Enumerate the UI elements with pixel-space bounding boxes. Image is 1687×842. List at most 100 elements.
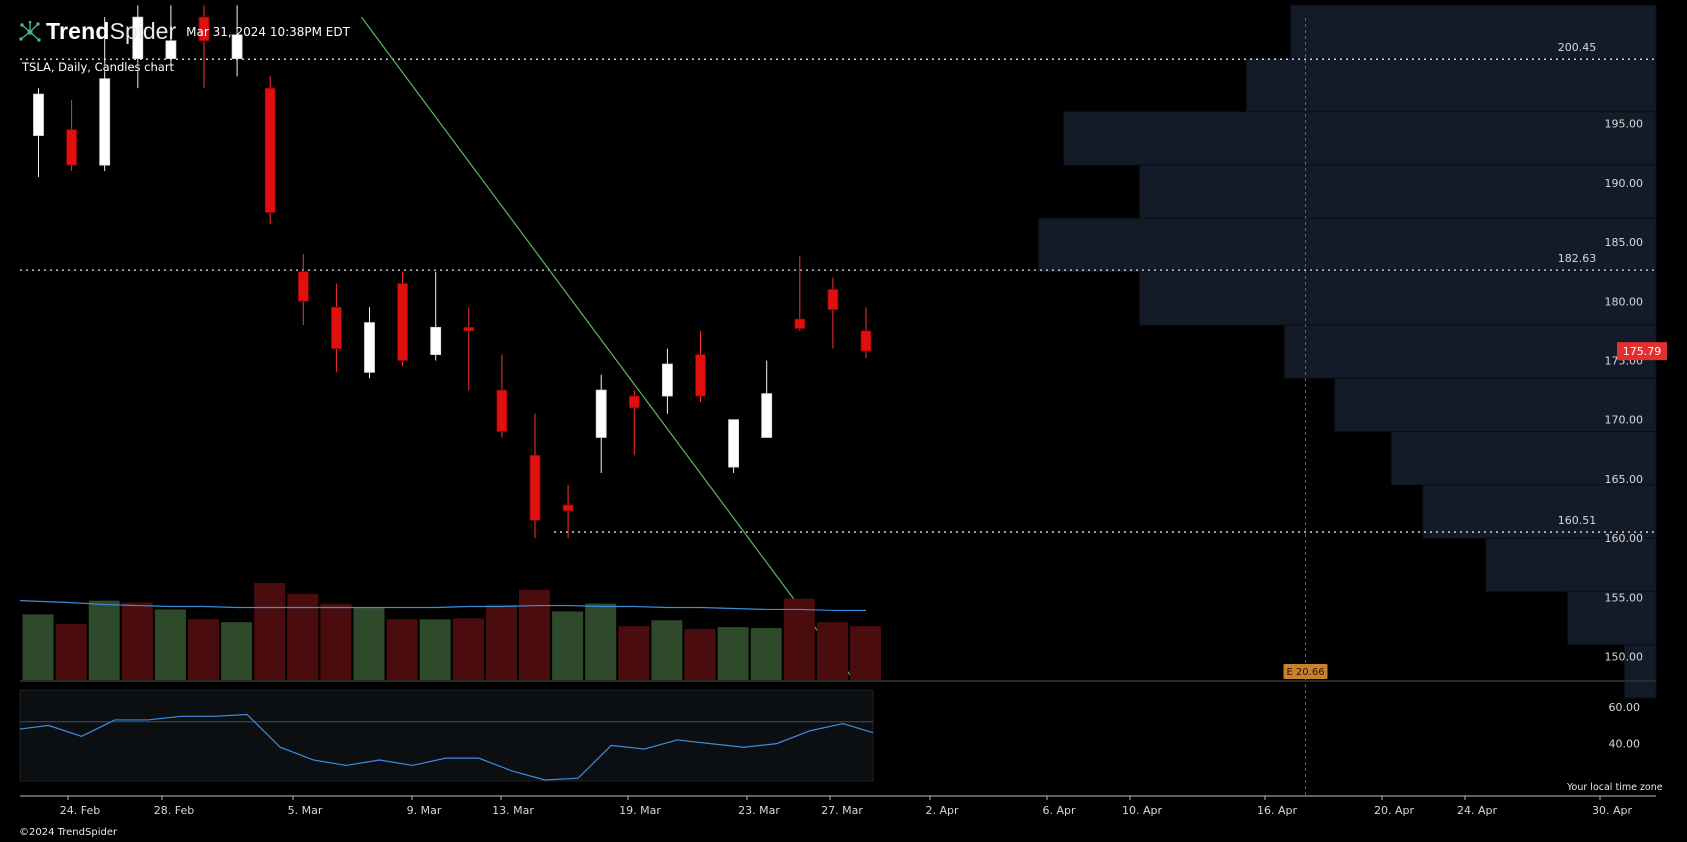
x-tick-label: 10. Apr xyxy=(1122,804,1162,817)
candle-body xyxy=(330,306,342,350)
volume-profile-bar xyxy=(1063,111,1657,166)
y-tick-label: 185.00 xyxy=(1605,236,1644,249)
y-tick-label: 165.00 xyxy=(1605,473,1644,486)
volume-profile-bar xyxy=(1390,431,1657,486)
x-tick-label: 6. Apr xyxy=(1042,804,1075,817)
horizontal-levels: 200.45 182.63 160.51 xyxy=(20,41,1656,533)
volume-bar xyxy=(816,622,848,681)
y-tick-label: 180.00 xyxy=(1605,295,1644,308)
candle-body xyxy=(198,16,210,42)
candle-body xyxy=(860,330,872,352)
candle-body xyxy=(496,389,508,432)
y-tick-label: 170.00 xyxy=(1605,414,1644,427)
volume-bar xyxy=(717,627,749,681)
volume-bar xyxy=(353,607,385,681)
y-tick-label: 190.00 xyxy=(1605,177,1644,190)
candle-body xyxy=(66,129,77,166)
spider-network-icon xyxy=(19,20,41,42)
x-tick-label: 30. Apr xyxy=(1592,804,1632,817)
y-tick-label: 160.00 xyxy=(1605,532,1644,545)
volume-bar xyxy=(485,604,517,681)
axes: 195.00190.00185.00180.00175.00170.00165.… xyxy=(20,118,1656,817)
x-tick-label: 2. Apr xyxy=(925,804,958,817)
current-price-tag xyxy=(1617,342,1667,361)
candle-body xyxy=(794,318,806,329)
candle-body xyxy=(628,395,640,409)
volume-bar xyxy=(651,620,683,681)
volume-profile-bar xyxy=(1138,164,1657,219)
x-tick-label: 5. Mar xyxy=(288,804,323,817)
price-tags: 175.79 E 20.66 xyxy=(1283,342,1667,679)
candle-body xyxy=(397,283,409,361)
x-tick-label: 27. Mar xyxy=(821,804,863,817)
candle-body xyxy=(529,454,541,521)
level-label: 182.63 xyxy=(1558,252,1597,265)
candle-body xyxy=(430,326,442,355)
volume-bar xyxy=(154,609,186,681)
volume-bar xyxy=(221,622,253,681)
candle-body xyxy=(463,326,475,332)
brand-name-strong: Trend xyxy=(46,18,110,44)
volume-profile-bar xyxy=(1567,590,1657,646)
oscillator-tick-label: 60.00 xyxy=(1609,701,1641,714)
volume-profile xyxy=(1038,4,1657,699)
volume-bar xyxy=(22,614,54,681)
candle-body xyxy=(662,363,673,397)
x-tick-label: 19. Mar xyxy=(619,804,661,817)
volume-bar xyxy=(850,626,881,681)
x-tick-label: 13. Mar xyxy=(492,804,534,817)
volume-bar xyxy=(684,629,716,681)
volume-bars xyxy=(19,583,1656,682)
candle-body xyxy=(33,93,44,136)
current-price-label: 175.79 xyxy=(1623,345,1662,358)
x-tick-label: 9. Mar xyxy=(407,804,442,817)
x-tick-label: 24. Feb xyxy=(60,804,100,817)
volume-profile-bar xyxy=(1485,537,1657,592)
candle-body xyxy=(99,78,111,166)
volume-bar xyxy=(419,619,451,681)
timezone-label[interactable]: Your local time zone xyxy=(1567,782,1663,793)
volume-bar xyxy=(585,603,617,681)
copyright: ©2024 TrendSpider xyxy=(19,827,118,838)
earnings-tag xyxy=(1283,664,1328,679)
volume-bar xyxy=(188,619,219,681)
x-tick-label: 23. Mar xyxy=(738,804,780,817)
candle-body xyxy=(827,289,839,310)
candle-body xyxy=(297,271,309,302)
brand-name-light: Spider xyxy=(109,18,177,44)
volume-bar xyxy=(452,618,484,681)
volume-bar xyxy=(254,583,286,681)
x-tick-label: 24. Apr xyxy=(1457,804,1497,817)
candle-body xyxy=(728,419,739,468)
volume-profile-bar xyxy=(1290,4,1657,60)
oscillator-tick-label: 40.00 xyxy=(1609,738,1641,751)
candle-body xyxy=(231,34,243,59)
candle-body xyxy=(761,393,773,438)
volume-bar xyxy=(783,598,815,681)
volume-bar xyxy=(55,624,87,681)
volume-average-line xyxy=(19,600,866,612)
oscillator-pane: 60.00 40.00 xyxy=(19,689,1641,782)
volume-bar xyxy=(320,603,352,681)
volume-bar xyxy=(88,600,120,681)
volume-bar xyxy=(552,611,584,681)
volume-bar xyxy=(121,602,153,681)
trendline[interactable] xyxy=(360,16,855,681)
x-tick-label: 28. Feb xyxy=(154,804,194,817)
volume-profile-bar xyxy=(1038,217,1657,273)
volume-bar xyxy=(519,589,550,681)
volume-bar xyxy=(618,626,650,681)
volume-profile-bar xyxy=(1138,271,1657,326)
candle-body xyxy=(562,504,574,512)
x-tick-label: 16. Apr xyxy=(1257,804,1297,817)
y-tick-label: 195.00 xyxy=(1605,118,1644,131)
candle-body xyxy=(595,389,607,438)
volume-profile-bar xyxy=(1422,484,1657,539)
volume-bar xyxy=(386,619,418,681)
level-label: 160.51 xyxy=(1558,514,1597,527)
volume-bar xyxy=(750,628,782,681)
trendspider-logo: Trend Spider xyxy=(18,18,176,45)
level-label: 200.45 xyxy=(1558,41,1597,54)
x-tick-label: 20. Apr xyxy=(1374,804,1414,817)
